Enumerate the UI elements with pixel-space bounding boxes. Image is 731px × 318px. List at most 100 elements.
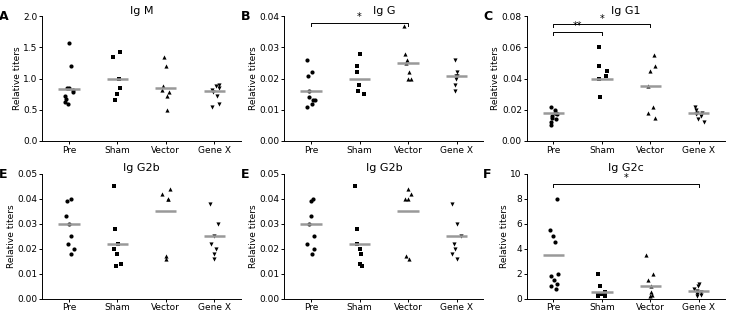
Point xyxy=(59,93,71,99)
Point xyxy=(402,186,414,191)
Point xyxy=(551,196,563,201)
Point xyxy=(451,221,463,226)
Point xyxy=(599,290,610,295)
Point xyxy=(307,98,319,103)
Point xyxy=(308,246,319,251)
Point xyxy=(398,23,410,28)
Point xyxy=(643,84,654,89)
Point xyxy=(62,241,74,246)
Point xyxy=(354,246,366,251)
Point xyxy=(110,226,121,231)
Point xyxy=(545,227,556,232)
Text: *: * xyxy=(599,13,605,24)
Point xyxy=(596,291,607,296)
Point xyxy=(548,277,560,282)
Title: Ig G1: Ig G1 xyxy=(611,5,641,16)
Point xyxy=(449,82,461,87)
Point xyxy=(211,84,222,89)
Point xyxy=(115,261,127,266)
Text: A: A xyxy=(0,10,8,23)
Point xyxy=(58,100,70,105)
Point xyxy=(643,110,654,115)
Point xyxy=(112,241,124,246)
Point xyxy=(349,184,361,189)
Point xyxy=(696,110,708,115)
Point xyxy=(208,256,220,261)
Point xyxy=(645,284,657,289)
Point xyxy=(648,271,659,276)
Point xyxy=(547,234,558,239)
Point xyxy=(207,90,219,95)
Point xyxy=(592,271,604,276)
Point xyxy=(690,112,702,117)
Point xyxy=(401,196,413,201)
Point xyxy=(205,241,217,246)
Point xyxy=(303,89,314,94)
Point xyxy=(593,45,605,50)
Point xyxy=(693,281,705,286)
Point xyxy=(695,292,707,297)
Point xyxy=(354,51,366,56)
Title: Ig G: Ig G xyxy=(373,5,395,16)
Point xyxy=(300,241,312,246)
Point xyxy=(648,53,659,58)
Point xyxy=(355,251,366,256)
Point xyxy=(547,115,558,120)
Point xyxy=(405,76,417,81)
Y-axis label: Relative titers: Relative titers xyxy=(7,204,16,268)
Point xyxy=(452,73,463,78)
Point xyxy=(698,120,710,125)
Point xyxy=(592,294,604,299)
Point xyxy=(691,110,702,115)
Point xyxy=(207,104,219,109)
Point xyxy=(211,246,222,251)
Point xyxy=(64,221,75,226)
Point xyxy=(691,291,702,296)
Point xyxy=(403,70,414,75)
Point xyxy=(64,41,75,46)
Point xyxy=(212,221,224,226)
Point xyxy=(450,246,461,251)
Point xyxy=(307,196,319,201)
Point xyxy=(549,240,561,245)
Point xyxy=(644,68,656,73)
Point xyxy=(593,64,605,69)
Point xyxy=(164,186,176,191)
Point xyxy=(302,73,314,78)
Point xyxy=(305,199,317,204)
Point xyxy=(114,86,126,91)
Point xyxy=(646,292,658,297)
Point xyxy=(351,64,363,69)
Point xyxy=(649,115,661,120)
Point xyxy=(447,251,458,256)
Point xyxy=(162,196,173,201)
Point xyxy=(545,120,557,125)
Point xyxy=(160,256,172,261)
Point xyxy=(67,87,78,93)
Point xyxy=(645,290,656,295)
Point xyxy=(450,76,462,81)
Point xyxy=(447,201,458,206)
Point xyxy=(61,214,72,219)
Point xyxy=(306,251,318,256)
Point xyxy=(399,196,411,201)
Point xyxy=(68,246,80,251)
Point xyxy=(213,82,224,87)
Point xyxy=(303,95,315,100)
Point xyxy=(689,286,700,291)
Point xyxy=(114,50,126,55)
Point xyxy=(455,234,467,239)
Point xyxy=(450,58,461,63)
Point xyxy=(208,234,220,239)
Point xyxy=(62,101,74,106)
Point xyxy=(546,114,558,119)
Point xyxy=(108,246,120,251)
Point xyxy=(550,110,562,115)
Point xyxy=(162,196,173,201)
Point xyxy=(450,73,462,78)
Point xyxy=(545,284,557,289)
Text: *: * xyxy=(357,12,362,22)
Point xyxy=(156,87,167,93)
Point xyxy=(157,84,169,89)
Point xyxy=(109,98,121,103)
